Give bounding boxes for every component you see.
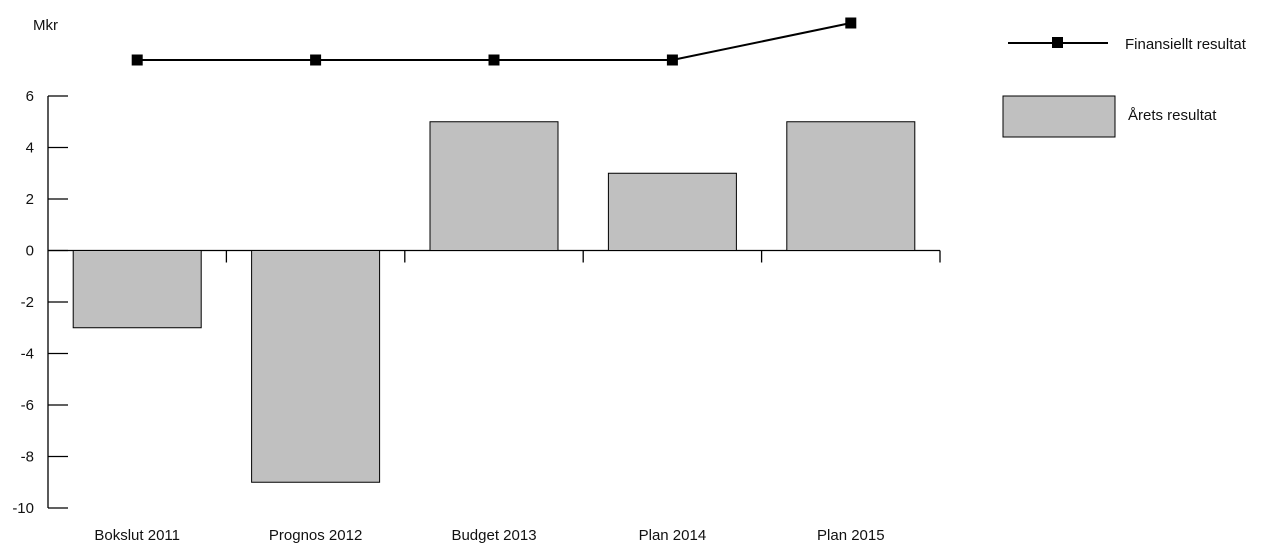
line-marker	[488, 54, 500, 66]
bar	[786, 121, 916, 251]
bar	[72, 250, 202, 329]
line-marker	[666, 54, 678, 66]
x-tick-label: Prognos 2012	[269, 527, 362, 544]
legend-line-marker	[1052, 37, 1063, 48]
line-marker	[310, 54, 322, 66]
x-tick-labels: Bokslut 2011 Prognos 2012 Budget 2013 Plan …	[94, 527, 884, 544]
x-tick-label: Budget 2013	[451, 527, 536, 544]
legend-label-arets: Årets resultat	[1128, 107, 1217, 124]
y-tick-labels: 6 4 2 0 -2 -4 -6 -8 -10	[12, 88, 34, 517]
y-tick-label: -10	[12, 500, 34, 517]
y-tick-label: -4	[21, 346, 34, 363]
legend: Finansiellt resultat Årets resultat	[1002, 36, 1247, 138]
y-tick-label: 0	[26, 243, 34, 260]
x-tick-label: Plan 2015	[817, 527, 885, 544]
bar	[429, 121, 559, 251]
y-tick-label: 6	[26, 88, 34, 105]
line-marker	[845, 17, 857, 29]
legend-bar-swatch	[1002, 95, 1116, 138]
line-series	[131, 17, 857, 66]
line-marker	[131, 54, 143, 66]
y-tick-label: -6	[21, 397, 34, 414]
y-tick-label: -8	[21, 449, 34, 466]
y-tick-label: 4	[26, 140, 34, 157]
x-tick-label: Bokslut 2011	[94, 527, 180, 544]
bars	[72, 121, 916, 483]
y-tick-label: -2	[21, 294, 34, 311]
legend-label-finansiellt: Finansiellt resultat	[1125, 36, 1247, 53]
y-unit-label: Mkr	[33, 17, 58, 34]
bar	[607, 172, 737, 251]
bar	[251, 250, 381, 483]
line-path	[137, 22, 852, 61]
y-tick-label: 2	[26, 191, 34, 208]
x-tick-label: Plan 2014	[639, 527, 707, 544]
